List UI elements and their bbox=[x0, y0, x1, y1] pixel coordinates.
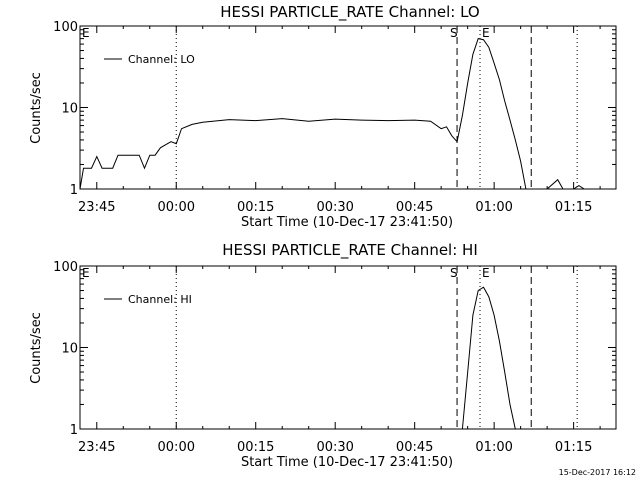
event-marker-label: S bbox=[450, 26, 458, 40]
x-tick-label: 01:15 bbox=[555, 440, 592, 455]
frame-corner-label: E bbox=[82, 26, 90, 40]
x-tick-label: 01:15 bbox=[555, 200, 592, 215]
chart-title-hi: HESSI PARTICLE_RATE Channel: HI bbox=[222, 241, 478, 260]
series-lo bbox=[79, 38, 585, 190]
x-tick-label: 23:45 bbox=[78, 440, 115, 455]
x-tick-label: 00:45 bbox=[396, 440, 433, 455]
event-markers-hi: S EE bbox=[82, 266, 578, 429]
series-hi bbox=[461, 286, 516, 430]
event-marker-label: S bbox=[450, 266, 458, 280]
x-tick-label: 00:15 bbox=[237, 440, 274, 455]
x-tick-label: 00:15 bbox=[237, 200, 274, 215]
footer-timestamp: 15-Dec-2017 16:12 bbox=[559, 468, 636, 477]
x-tick-label: 00:30 bbox=[316, 440, 353, 455]
y-tick-label: 10 bbox=[61, 342, 78, 357]
legend-label-lo: Channel: LO bbox=[128, 53, 195, 66]
x-tick-label: 00:45 bbox=[396, 200, 433, 215]
x-tick-label: 00:00 bbox=[158, 200, 195, 215]
series-line bbox=[461, 286, 516, 430]
y-axis-label-hi: Counts/sec bbox=[29, 312, 44, 384]
chart-title-lo: HESSI PARTICLE_RATE Channel: LO bbox=[220, 3, 479, 22]
panel-lo: HESSI PARTICLE_RATE Channel: LO S E E 23:4… bbox=[29, 3, 617, 230]
legend-lo: Channel: LO bbox=[104, 53, 195, 66]
event-marker-label: E bbox=[482, 26, 490, 40]
y-axis-label-lo: Counts/sec bbox=[29, 72, 44, 144]
frame-corner-label: E bbox=[82, 266, 90, 280]
y-tick-label: 100 bbox=[53, 260, 78, 275]
y-tick-label: 1 bbox=[70, 423, 78, 438]
plot-frame-hi bbox=[79, 265, 617, 430]
event-marker-label: E bbox=[482, 266, 490, 280]
x-tick-label: 01:00 bbox=[475, 440, 512, 455]
x-tick-label: 01:00 bbox=[475, 200, 512, 215]
plot-frame-lo bbox=[79, 25, 617, 190]
x-axis-label-hi: Start Time (10-Dec-17 23:41:50) bbox=[241, 455, 453, 470]
x-tick-label: 23:45 bbox=[78, 200, 115, 215]
legend-hi: Channel: HI bbox=[104, 293, 192, 306]
axis-ticks-lo: 23:45 00:00 00:15 00:30 00:45 01:00 01:15 1 10 10… bbox=[53, 20, 616, 215]
series-line bbox=[79, 38, 585, 190]
event-markers-lo: S EE bbox=[82, 26, 578, 189]
panel-hi: HESSI PARTICLE_RATE Channel: HI S E E 23:4… bbox=[29, 241, 617, 470]
y-tick-label: 10 bbox=[61, 102, 78, 117]
x-tick-label: 00:00 bbox=[158, 440, 195, 455]
y-tick-label: 100 bbox=[53, 20, 78, 35]
legend-label-hi: Channel: HI bbox=[128, 293, 192, 306]
x-tick-label: 00:30 bbox=[316, 200, 353, 215]
axis-ticks-hi: 23:45 00:00 00:15 00:30 00:45 01:00 01:15 1 10 10… bbox=[53, 260, 616, 455]
y-tick-label: 1 bbox=[70, 183, 78, 198]
x-axis-label-lo: Start Time (10-Dec-17 23:41:50) bbox=[241, 215, 453, 230]
